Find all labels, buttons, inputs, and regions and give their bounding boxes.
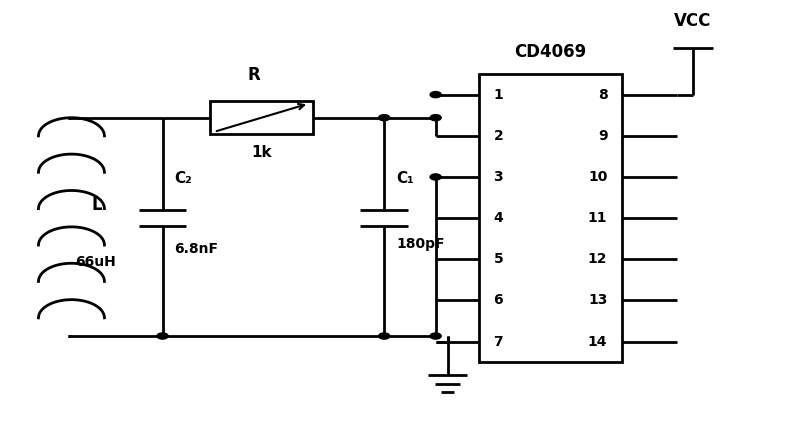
Circle shape <box>430 333 441 339</box>
Circle shape <box>157 333 168 339</box>
Text: 9: 9 <box>598 129 607 143</box>
Text: 66uH: 66uH <box>75 255 116 269</box>
Text: 180pF: 180pF <box>396 237 445 251</box>
Text: 7: 7 <box>494 335 503 348</box>
Text: 14: 14 <box>588 335 607 348</box>
Circle shape <box>430 174 441 180</box>
Text: VCC: VCC <box>674 12 712 30</box>
Text: R: R <box>247 66 260 84</box>
Text: C₁: C₁ <box>396 171 414 186</box>
Text: 4: 4 <box>494 211 503 225</box>
Text: 13: 13 <box>588 293 607 307</box>
Bar <box>479 74 622 362</box>
Text: 3: 3 <box>494 170 503 184</box>
Circle shape <box>430 92 441 97</box>
Text: 1: 1 <box>494 88 503 101</box>
Text: 2: 2 <box>494 129 503 143</box>
Text: L: L <box>91 196 102 214</box>
Text: C₂: C₂ <box>174 171 192 186</box>
Text: CD4069: CD4069 <box>514 43 586 61</box>
Circle shape <box>378 333 390 339</box>
Text: 1k: 1k <box>251 145 272 160</box>
Text: 8: 8 <box>598 88 607 101</box>
Circle shape <box>430 115 441 121</box>
Text: 12: 12 <box>588 252 607 266</box>
Bar <box>210 101 313 134</box>
Text: 11: 11 <box>588 211 607 225</box>
Text: 6: 6 <box>494 293 503 307</box>
Text: 5: 5 <box>494 252 503 266</box>
Text: 6.8nF: 6.8nF <box>174 242 218 256</box>
Text: 10: 10 <box>588 170 607 184</box>
Circle shape <box>378 115 390 121</box>
